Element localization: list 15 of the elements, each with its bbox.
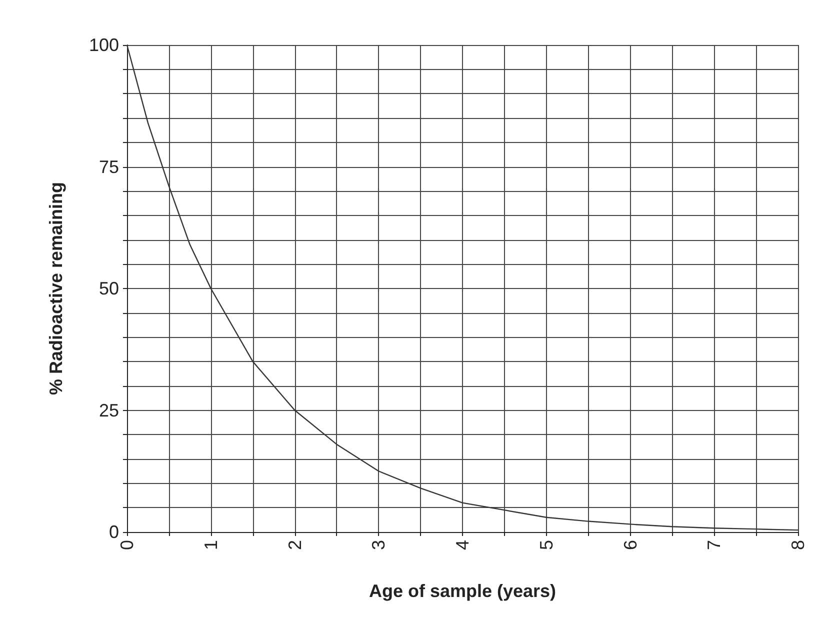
y-tick-label: 50 xyxy=(98,278,119,298)
x-tick-label: 1 xyxy=(200,540,221,550)
x-tick-label: 2 xyxy=(284,540,305,550)
x-tick-label: 3 xyxy=(368,540,389,550)
y-tick-label: 75 xyxy=(98,156,119,177)
y-tick-label: 100 xyxy=(88,35,119,55)
y-tick-label: 25 xyxy=(98,400,119,420)
x-tick-label: 4 xyxy=(452,540,472,550)
x-axis-title: Age of sample (years) xyxy=(368,581,556,601)
x-tick-label: 5 xyxy=(536,540,556,550)
x-tick-label: 7 xyxy=(704,540,724,550)
y-axis-title: % Radioactive remaining xyxy=(46,182,66,396)
x-tick-label: 6 xyxy=(620,540,640,550)
x-tick-label: 0 xyxy=(117,540,137,550)
x-tick-label: 8 xyxy=(788,540,808,550)
